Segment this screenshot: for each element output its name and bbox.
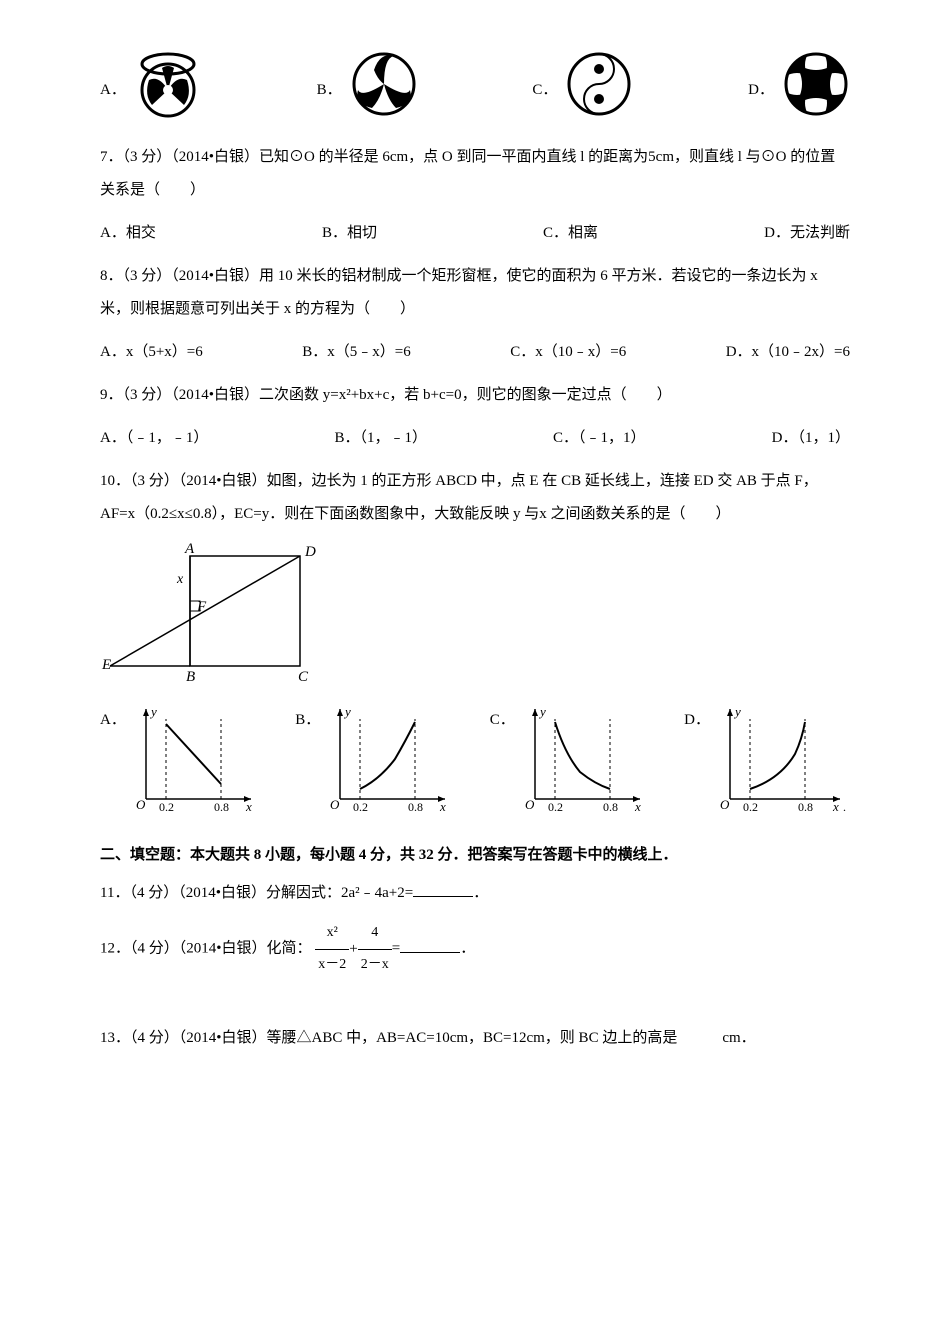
q9-opt-a: A．（﹣1，﹣1） [100,422,208,455]
q12-plus: + [349,933,357,966]
q10-diagram: A D B C E F x [100,541,850,694]
diagram-label-D: D [304,544,316,560]
q12-expression: x² x－2 + 4 2－x [315,918,391,981]
svg-text:0.8: 0.8 [408,800,423,814]
q6-option-b: B． [317,50,418,131]
q12-blank [400,934,460,953]
q12-frac2: 4 2－x [358,918,392,981]
q10-graph-b: B． O 0.2 0.8 x y [295,704,455,814]
fan-icon-b [350,50,418,131]
section2-title: 二、填空题：本大题共 8 小题，每小题 4 分，共 32 分．把答案写在答题卡中… [100,839,850,872]
q7-opt-c: C．相离 [543,217,598,250]
q9-text: 9．（3 分）（2014•白银）二次函数 y=x²+bx+c，若 b+c=0，则… [100,379,850,412]
q9-options: A．（﹣1，﹣1） B．（1，﹣1） C．（﹣1，1） D．（1，1） [100,422,850,455]
q6-option-d: D． [748,50,850,131]
q9-opt-b: B．（1，﹣1） [334,422,427,455]
svg-text:x: x [832,799,839,814]
svg-text:0.2: 0.2 [548,800,563,814]
svg-text:x: x [245,799,252,814]
yinyang-icon [565,50,633,131]
q8-opt-b: B．x（5﹣x）=6 [302,336,410,369]
q9-opt-c: C．（﹣1，1） [553,422,646,455]
q6-label-c: C． [532,74,557,107]
q13-text: 13．（4 分）（2014•白银）等腰△ABC 中，AB=AC=10cm，BC=… [100,1022,850,1055]
diagram-label-B: B [186,669,195,681]
q6-label-b: B． [317,74,342,107]
svg-text:0.2: 0.2 [353,800,368,814]
q7-opt-d: D．无法判断 [764,217,850,250]
q12-eq: = [392,941,400,957]
q8-opt-a: A．x（5+x）=6 [100,336,203,369]
svg-text:.: . [843,800,846,814]
q7-opt-b: B．相切 [322,217,377,250]
svg-text:y: y [733,704,741,719]
svg-text:O: O [136,797,146,812]
q12: 12．（4 分）（2014•白银）化简： x² x－2 + 4 2－x = ． [100,918,850,981]
q6-label-a: A． [100,74,126,107]
svg-text:O: O [330,797,340,812]
svg-text:y: y [538,704,546,719]
q8-opt-d: D．x（10﹣2x）=6 [726,336,850,369]
svg-text:x: x [634,799,641,814]
svg-text:0.2: 0.2 [159,800,174,814]
q8-opt-c: C．x（10﹣x）=6 [510,336,626,369]
diagram-label-C: C [298,669,309,681]
q11-blank [413,878,473,897]
q8-options: A．x（5+x）=6 B．x（5﹣x）=6 C．x（10﹣x）=6 D．x（10… [100,336,850,369]
diagram-label-A: A [184,541,195,557]
svg-text:0.8: 0.8 [214,800,229,814]
svg-text:y: y [343,704,351,719]
diagram-label-E: E [101,657,111,673]
fan-icon-d [782,50,850,131]
q10-graph-d: D． O 0.2 0.8 x y . [684,704,850,814]
svg-text:y: y [149,704,157,719]
q7-options: A．相交 B．相切 C．相离 D．无法判断 [100,217,850,250]
q12-prefix: 12．（4 分）（2014•白银）化简： [100,941,312,957]
q11-text: 11．（4 分）（2014•白银）分解因式：2a²﹣4a+2= [100,885,413,901]
diagram-label-x: x [176,572,184,587]
q7-text: 7．（3 分）（2014•白银）已知⊙O 的半径是 6cm，点 O 到同一平面内… [100,141,850,207]
svg-text:0.8: 0.8 [603,800,618,814]
q6-option-c: C． [532,50,633,131]
svg-text:0.8: 0.8 [798,800,813,814]
q10-graph-options: A． O 0.2 0.8 x y B． O 0.2 0.8 [100,704,850,814]
q10-label-c: C． [490,704,515,737]
svg-text:O: O [720,797,730,812]
q11: 11．（4 分）（2014•白银）分解因式：2a²﹣4a+2= ． [100,877,850,910]
q6-label-d: D． [748,74,774,107]
q12-frac1: x² x－2 [315,918,349,981]
fan-icon-a [134,50,202,131]
q10-label-b: B． [295,704,320,737]
q11-suffix: ． [473,885,488,901]
q9-opt-d: D．（1，1） [772,422,850,455]
q7-opt-a: A．相交 [100,217,156,250]
svg-text:x: x [439,799,446,814]
q10-label-a: A． [100,704,126,737]
q10-text: 10．（3 分）（2014•白银）如图，边长为 1 的正方形 ABCD 中，点 … [100,465,850,531]
q12-suffix: ． [460,941,475,957]
q10-graph-c: C． O 0.2 0.8 x y [490,704,650,814]
svg-text:O: O [525,797,535,812]
svg-text:0.2: 0.2 [743,800,758,814]
q6-options-row: A． B． C． [100,50,850,131]
q8-text: 8．（3 分）（2014•白银）用 10 米长的铝材制成一个矩形窗框，使它的面积… [100,260,850,326]
q10-label-d: D． [684,704,710,737]
q10-graph-a: A． O 0.2 0.8 x y [100,704,261,814]
q6-option-a: A． [100,50,202,131]
